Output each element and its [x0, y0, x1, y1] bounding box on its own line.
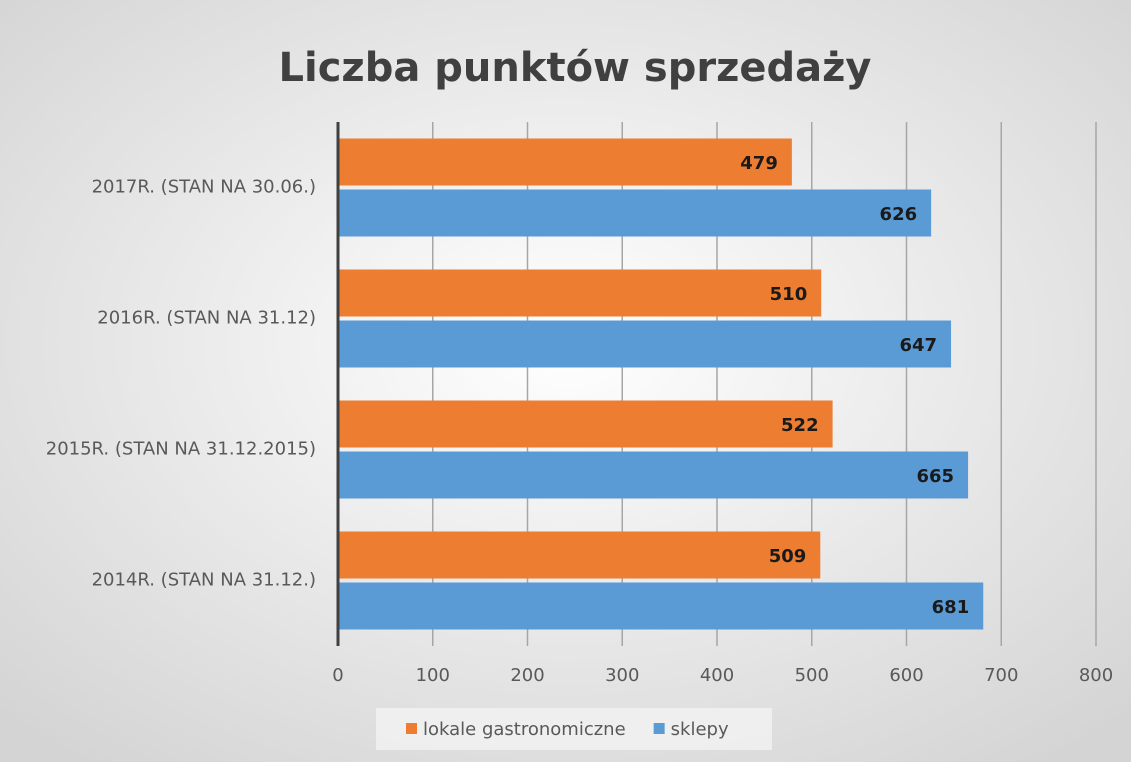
legend-swatch	[653, 723, 665, 734]
data-label: 510	[770, 284, 808, 305]
bar	[338, 582, 984, 630]
data-label: 665	[917, 466, 955, 487]
bar	[338, 400, 833, 448]
data-label: 647	[899, 335, 937, 356]
legend-label: sklepy	[671, 719, 729, 740]
legend-label: lokale gastronomiczne	[423, 719, 626, 740]
bar	[338, 138, 792, 186]
y-tick-label: 2014R. (STAN NA 31.12.)	[92, 570, 316, 591]
bar	[338, 189, 932, 237]
bar	[338, 320, 952, 368]
x-tick-label: 0	[332, 665, 343, 686]
y-tick-label: 2016R. (STAN NA 31.12)	[97, 308, 316, 329]
x-tick-label: 600	[889, 665, 923, 686]
bar	[338, 269, 822, 317]
chart-title: Liczba punktów sprzedaży	[279, 45, 872, 91]
data-label: 681	[932, 597, 970, 618]
data-label: 626	[880, 204, 918, 225]
data-label: 479	[740, 153, 778, 174]
x-tick-label: 200	[510, 665, 544, 686]
x-tick-label: 400	[700, 665, 734, 686]
bar	[338, 451, 969, 499]
x-tick-label: 800	[1079, 665, 1113, 686]
x-tick-label: 700	[984, 665, 1018, 686]
data-label: 522	[781, 415, 819, 436]
x-tick-label: 100	[416, 665, 450, 686]
y-tick-label: 2017R. (STAN NA 30.06.)	[92, 177, 316, 198]
data-label: 509	[769, 546, 807, 567]
legend-swatch	[406, 723, 417, 734]
bar	[338, 531, 821, 579]
x-tick-label: 500	[795, 665, 829, 686]
legend-box	[376, 708, 772, 750]
y-tick-label: 2015R. (STAN NA 31.12.2015)	[46, 439, 316, 460]
x-tick-label: 300	[605, 665, 639, 686]
